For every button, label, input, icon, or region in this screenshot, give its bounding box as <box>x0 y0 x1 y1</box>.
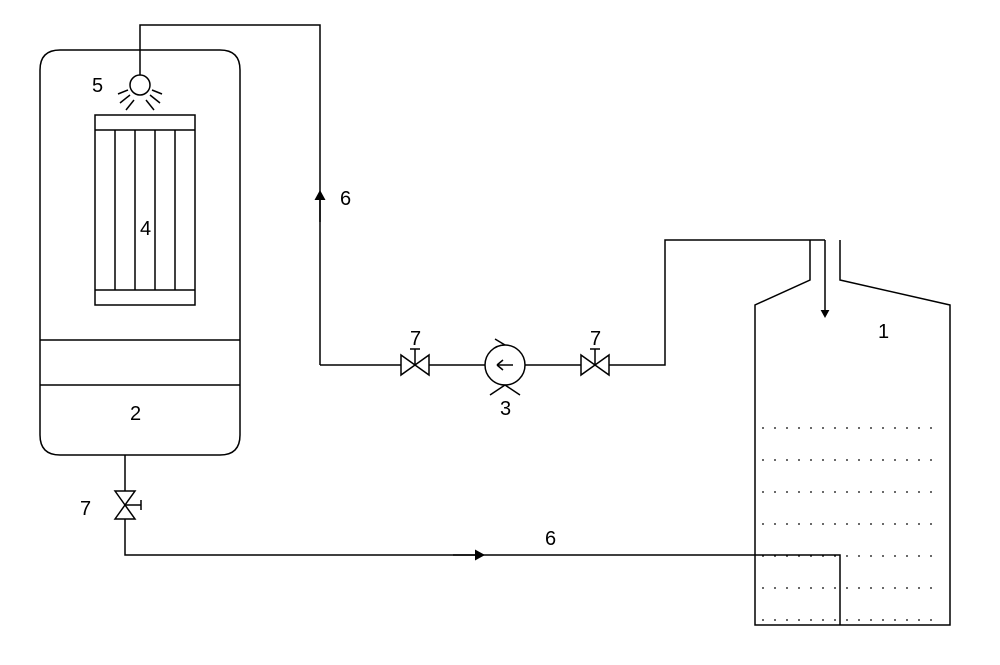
pipes-group <box>125 25 840 625</box>
arrows-group <box>315 190 830 561</box>
flow-arrow-right-icon <box>453 550 485 561</box>
process-diagram: 1 2 3 4 5 6 6 7 7 7 <box>0 0 1000 665</box>
label-valve_right_of_pump: 7 <box>590 328 601 350</box>
sprayer-ray-1 <box>120 95 130 103</box>
sprayer-ray-5 <box>152 90 162 94</box>
tank-outline <box>755 240 950 625</box>
label-valve_left_of_pump: 7 <box>410 328 421 350</box>
pipe-bottom-b <box>125 519 840 625</box>
tank-dotted-row-2 <box>762 491 932 493</box>
tank-dotted-row-3 <box>762 523 932 525</box>
label-vessel_bottom: 2 <box>130 403 141 425</box>
label-pump: 3 <box>500 398 511 420</box>
sprayer-ray-4 <box>150 95 160 103</box>
insert-outline <box>95 115 195 305</box>
tank-inlet-arrow-icon <box>821 310 830 318</box>
sprayer-head <box>130 75 150 95</box>
tank-dotted-row-5 <box>762 587 932 589</box>
label-sprayer: 5 <box>92 75 103 97</box>
tank-group <box>755 240 950 625</box>
tank-dotted-row-0 <box>762 427 932 429</box>
devices-group <box>115 339 609 519</box>
label-pipe_up_arrow: 6 <box>340 188 351 210</box>
sprayer-ray-2 <box>126 100 134 110</box>
label-valve_bottom: 7 <box>80 498 91 520</box>
label-tank_right: 1 <box>878 321 889 343</box>
tank-dotted-row-6 <box>762 619 932 621</box>
label-insert: 4 <box>140 218 151 240</box>
tank-dotted-row-4 <box>762 555 932 557</box>
sprayer-ray-0 <box>118 90 128 94</box>
flow-arrow-up-icon <box>315 190 326 222</box>
label-pipe_right_arrow: 6 <box>545 528 556 550</box>
valve-right-icon <box>581 349 609 375</box>
tank-dotted-row-1 <box>762 459 932 461</box>
labels-group: 1 2 3 4 5 6 6 7 7 7 <box>80 75 889 550</box>
vessel-group <box>40 50 240 455</box>
sprayer-ray-3 <box>146 100 154 110</box>
pipe-top <box>140 25 320 365</box>
vessel-outline <box>40 50 240 455</box>
valve-left-icon <box>401 349 429 375</box>
pipe-mid-d <box>609 240 825 365</box>
valve-bottom-icon <box>115 491 141 519</box>
pump-icon <box>485 339 525 395</box>
